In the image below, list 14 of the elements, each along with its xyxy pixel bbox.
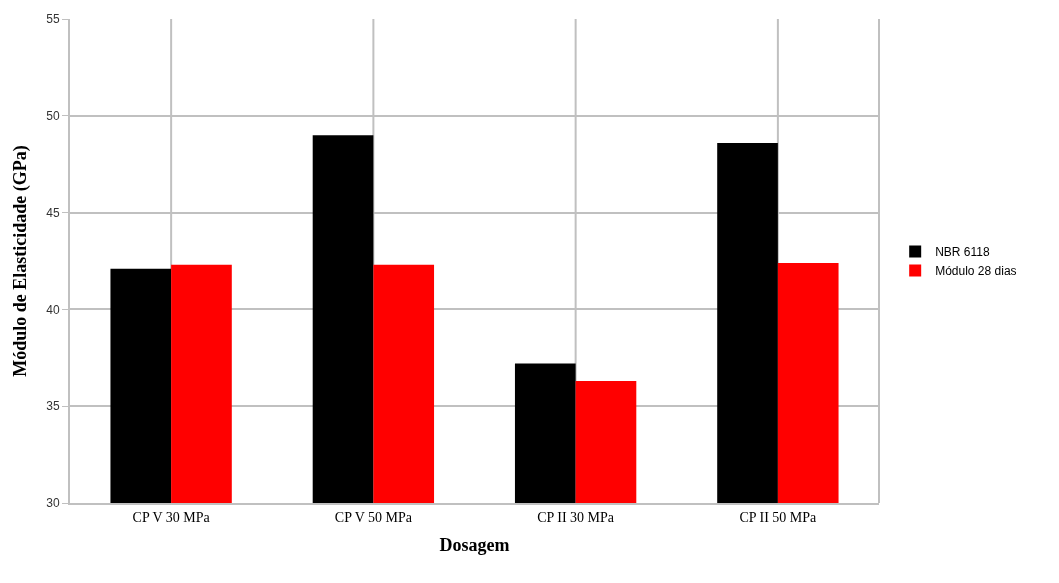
y-tick-label: 30 bbox=[46, 496, 60, 511]
x-axis-title: Dosagem bbox=[439, 535, 510, 556]
y-axis-title: Módulo de Elasticidade (GPa) bbox=[9, 145, 31, 377]
x-tick-label: CP II 50 MPa bbox=[739, 509, 818, 525]
x-tick-label: CP V 30 MPa bbox=[132, 509, 211, 525]
legend-label: Módulo 28 dias bbox=[935, 264, 1017, 279]
y-tick-label: 35 bbox=[46, 399, 60, 414]
y-tick-label: 50 bbox=[46, 109, 60, 123]
y-tick-label: 40 bbox=[46, 302, 60, 317]
x-tick-label: CP II 30 MPa bbox=[537, 509, 615, 525]
y-tick-label: 45 bbox=[46, 205, 60, 220]
legend-label: NBR 6118 bbox=[935, 245, 990, 260]
y-tick-label: 55 bbox=[46, 12, 60, 27]
x-tick-label: CP V 50 MPa bbox=[334, 509, 413, 525]
